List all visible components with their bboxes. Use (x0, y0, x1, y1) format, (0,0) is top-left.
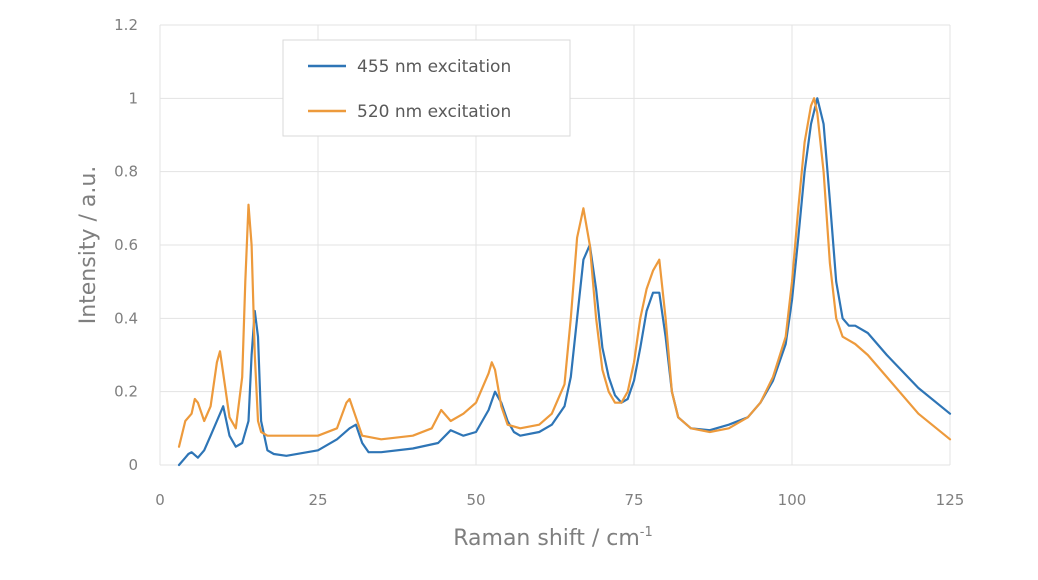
series-line-1 (177, 97, 952, 448)
x-tick-label: 50 (466, 491, 485, 509)
legend-label-455nm: 455 nm excitation (357, 57, 511, 77)
x-tick-label: 25 (308, 491, 327, 509)
y-tick-label: 0 (128, 456, 138, 474)
x-axis-title-main: Raman shift / cm (453, 526, 640, 551)
legend-label-520nm: 520 nm excitation (357, 102, 511, 122)
y-tick-label: 0.4 (114, 309, 138, 327)
y-tick-label: 1 (128, 89, 138, 107)
y-tick-label: 0.2 (114, 383, 138, 401)
y-tick-label: 1.2 (114, 16, 138, 34)
y-tick-label: 0.6 (114, 236, 138, 254)
x-tick-label: 75 (624, 491, 643, 509)
x-axis-title-superscript: -1 (640, 525, 653, 540)
x-axis-title: Raman shift / cm-1 (453, 525, 653, 551)
y-tick-label: 0.8 (114, 163, 138, 181)
x-tick-label: 100 (778, 491, 807, 509)
series-line-0 (177, 97, 952, 467)
tick-labels: 0 0.2 0.4 0.6 0.8 1 1.2 0 25 50 75 100 125 (114, 16, 964, 509)
legend: 455 nm excitation 520 nm excitation (282, 39, 571, 137)
y-axis-title: Intensity / a.u. (76, 166, 101, 325)
x-tick-label: 0 (155, 491, 165, 509)
x-tick-label: 125 (936, 491, 965, 509)
series-lines (177, 97, 952, 467)
legend-box (282, 39, 571, 137)
